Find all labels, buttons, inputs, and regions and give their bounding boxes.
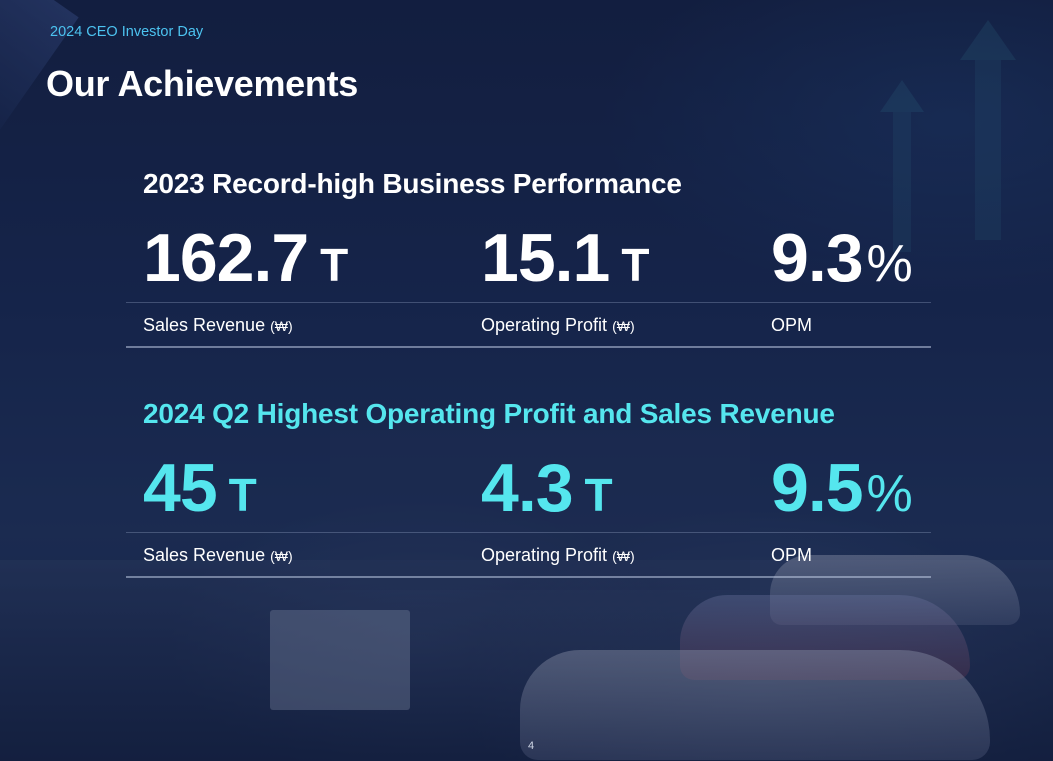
metric-opm-2024q2: 9.5%	[771, 454, 913, 523]
background-floor	[0, 560, 1053, 761]
page-title: Our Achievements	[46, 63, 358, 104]
currency-mark: (₩)	[270, 548, 293, 564]
currency-mark: (₩)	[270, 318, 293, 334]
divider	[126, 532, 931, 533]
background-wall	[330, 430, 750, 590]
metric-operating-profit-2023: 15.1 T	[481, 224, 649, 292]
metric-value: 9.3	[771, 220, 864, 296]
metric-value: 15.1	[481, 220, 610, 296]
divider	[126, 576, 931, 578]
metric-value: 162.7	[143, 220, 309, 296]
page-number: 4	[528, 740, 535, 752]
metric-value: 9.5	[771, 450, 864, 526]
background-arrow-icon	[880, 80, 924, 112]
background-arrow-shaft	[893, 112, 911, 252]
metric-unit: %	[866, 465, 913, 523]
metric-label-operating-profit: Operating Profit (₩)	[481, 545, 635, 566]
background-desk	[270, 610, 410, 710]
metric-unit: T	[228, 469, 257, 521]
metric-sales-revenue-2023: 162.7 T	[143, 224, 348, 292]
metric-label-opm: OPM	[771, 545, 812, 566]
metric-label-sales-revenue: Sales Revenue (₩)	[143, 545, 293, 566]
metric-unit: T	[320, 239, 348, 291]
section-heading-2023: 2023 Record-high Business Performance	[143, 168, 682, 199]
label-text: Operating Profit	[481, 315, 608, 335]
section-heading-2024-q2: 2024 Q2 Highest Operating Profit and Sal…	[143, 398, 835, 429]
label-text: Operating Profit	[481, 545, 608, 565]
background-car	[680, 595, 970, 680]
label-text: OPM	[771, 545, 813, 565]
metric-value: 4.3	[481, 450, 574, 526]
metric-unit: T	[621, 239, 649, 291]
metric-value: 45	[143, 450, 218, 526]
metric-label-sales-revenue: Sales Revenue (₩)	[143, 315, 293, 336]
label-text: Sales Revenue	[143, 315, 266, 335]
metric-unit: %	[866, 235, 913, 293]
background-car	[770, 555, 1020, 625]
label-text: OPM	[771, 315, 813, 335]
metric-label-operating-profit: Operating Profit (₩)	[481, 315, 635, 336]
metric-unit: T	[584, 469, 613, 521]
currency-mark: (₩)	[612, 548, 635, 564]
currency-mark: (₩)	[612, 318, 635, 334]
background-arrow-icon	[960, 20, 1016, 60]
metric-operating-profit-2024q2: 4.3 T	[481, 454, 613, 522]
label-text: Sales Revenue	[143, 545, 266, 565]
event-name: 2024 CEO Investor Day	[50, 24, 204, 40]
background-arrow-shaft	[975, 60, 1001, 240]
metric-opm-2023: 9.3%	[771, 224, 913, 293]
metric-sales-revenue-2024q2: 45 T	[143, 454, 257, 522]
metric-label-opm: OPM	[771, 315, 812, 336]
divider	[126, 346, 931, 348]
divider	[126, 302, 931, 303]
background-car	[520, 650, 990, 760]
